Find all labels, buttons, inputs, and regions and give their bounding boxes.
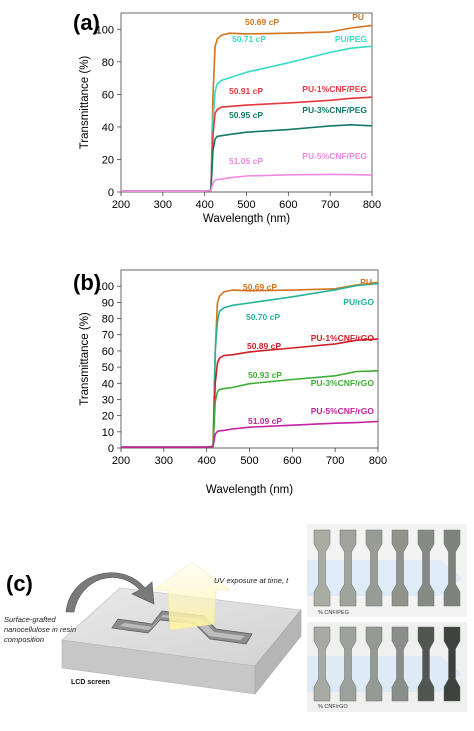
- viscosity-label: 50.71 cP: [232, 34, 266, 44]
- viscosity-label: 50.95 cP: [229, 110, 263, 120]
- panel-b-axes: 200 300 400 500 600 700 800 0 10 20 30 40 50 60 70 80 90…: [79, 269, 387, 496]
- tensile-specimen: [417, 529, 435, 607]
- tensile-specimen: [391, 529, 409, 607]
- x-axis-title: Wavelength (nm): [206, 484, 293, 496]
- panel-b-label: (b): [73, 270, 101, 295]
- tensile-specimen: [365, 626, 383, 702]
- rgo-caption: % CNF/rGO: [318, 704, 348, 710]
- tensile-specimen: [417, 626, 435, 702]
- x-axis-title: Wavelength (nm): [203, 213, 290, 225]
- rgo-specimens: [313, 626, 461, 702]
- peg-gradient-arrow: [307, 560, 462, 596]
- series-name-label: PU-3%CNF/PEG: [302, 105, 367, 115]
- series-name-label: PU/rGO: [343, 297, 374, 307]
- y-tick-label: 30: [102, 394, 114, 406]
- lcd-screen-label: LCD screen: [71, 679, 110, 686]
- viscosity-label: 50.91 cP: [229, 86, 263, 96]
- x-tick-label: 400: [195, 199, 213, 211]
- x-tick-label: 800: [363, 199, 381, 211]
- resin-label-line1: Surface-grafted: [4, 615, 57, 624]
- tensile-specimen: [391, 626, 409, 702]
- panel-c-label: (c): [6, 571, 33, 596]
- x-tick-label: 200: [112, 199, 130, 211]
- y-tick-label: 60: [102, 89, 114, 101]
- y-tick-label: 60: [102, 346, 114, 358]
- rgo-gradient-arrow: [307, 656, 462, 692]
- series-name-label: PU-5%CNF/PEG: [302, 151, 367, 161]
- series-line-4: [121, 420, 379, 449]
- panel-c-illustration: (c) UV exposure at time, t Surface-graft…: [4, 524, 467, 712]
- y-tick-label: 20: [102, 154, 114, 166]
- tensile-specimen: [313, 529, 331, 607]
- y-axis-title: Transmittance (%): [79, 312, 91, 406]
- x-tick-label: 300: [155, 455, 173, 467]
- lcd-platform-side: [254, 609, 302, 695]
- uv-beam-arrow: [153, 561, 231, 631]
- x-tick-label: 500: [237, 199, 255, 211]
- tensile-specimen: [339, 626, 357, 702]
- series-name-label: PU: [352, 12, 364, 22]
- tensile-specimen: [313, 626, 331, 702]
- uv-exposure-label: UV exposure at time, t: [214, 576, 289, 585]
- panel-b-series-labels: 50.69 cP 50.70 cP 50.89 cP 50.93 cP 51.09 cP…: [243, 277, 374, 426]
- y-tick-label: 40: [102, 122, 114, 134]
- y-tick-label: 0: [108, 443, 114, 455]
- y-tick-label: 100: [96, 24, 114, 36]
- x-tick-label: 600: [283, 455, 301, 467]
- viscosity-label: 51.05 cP: [229, 156, 263, 166]
- x-tick-label: 200: [112, 455, 130, 467]
- viscosity-label: 50.93 cP: [248, 370, 282, 380]
- peg-caption: % CNF/PEG: [318, 610, 349, 616]
- viscosity-label: 51.09 cP: [248, 416, 282, 426]
- x-tick-label: 600: [279, 199, 297, 211]
- series-name-label: PU-1%CNF/rGO: [311, 333, 375, 343]
- y-tick-label: 20: [102, 411, 114, 423]
- tensile-specimen: [443, 626, 461, 702]
- y-tick-label: 50: [102, 362, 114, 374]
- panel-a-label: (a): [73, 10, 100, 35]
- y-tick-label: 90: [102, 297, 114, 309]
- dumbbell-mold-inner: [120, 615, 245, 640]
- x-tick-label: 700: [321, 199, 339, 211]
- y-tick-label: 80: [102, 314, 114, 326]
- resin-label-line3: composition: [4, 635, 44, 644]
- tensile-specimen: [443, 529, 461, 607]
- panel-a-series-lines: [121, 24, 373, 192]
- series-name-label: PU-5%CNF/rGO: [311, 406, 375, 416]
- curved-arrow-icon: [65, 572, 155, 613]
- viscosity-label: 50.69 cP: [243, 282, 277, 292]
- peg-specimens: [313, 529, 461, 607]
- series-name-label: PU-1%CNF/PEG: [302, 84, 367, 94]
- series-name-label: PU: [360, 277, 372, 287]
- x-tick-label: 400: [197, 455, 215, 467]
- x-tick-label: 800: [369, 455, 387, 467]
- panel-a-chart: (a) 200 300 400 500 600 700 800 0 20 40 60 80 100 Wav…: [73, 10, 381, 225]
- x-tick-label: 300: [154, 199, 172, 211]
- viscosity-label: 50.69 cP: [245, 17, 279, 27]
- y-tick-label: 40: [102, 378, 114, 390]
- series-line-2: [121, 338, 379, 449]
- series-name-label: PU/PEG: [335, 34, 368, 44]
- x-tick-label: 500: [240, 455, 258, 467]
- resin-label-line2: nanocellulose in resin: [4, 625, 76, 634]
- panel-a-series-labels: 50.69 cP 50.71 cP 50.91 cP 50.95 cP 51.05 cP…: [229, 12, 367, 166]
- y-tick-label: 70: [102, 330, 114, 342]
- tensile-specimen: [339, 529, 357, 607]
- viscosity-label: 50.70 cP: [246, 312, 280, 322]
- y-tick-label: 10: [102, 427, 114, 439]
- y-tick-label: 0: [108, 187, 114, 199]
- y-axis-title: Transmittance (%): [79, 56, 91, 150]
- panel-a-axes: 200 300 400 500 600 700 800 0 20 40 60 80 100 Wavelen…: [79, 12, 381, 225]
- y-tick-label: 100: [96, 281, 114, 293]
- tensile-specimen: [365, 529, 383, 607]
- panel-b-chart: (b) 200 300 400 500 600 700 800 0 10 20 30 40 50 60 70…: [73, 269, 387, 496]
- panel-b-series-lines: [121, 281, 379, 449]
- y-tick-label: 80: [102, 57, 114, 69]
- series-line-4: [121, 173, 373, 192]
- series-name-label: PU-3%CNF/rGO: [311, 378, 375, 388]
- viscosity-label: 50.89 cP: [247, 341, 281, 351]
- x-tick-label: 700: [326, 455, 344, 467]
